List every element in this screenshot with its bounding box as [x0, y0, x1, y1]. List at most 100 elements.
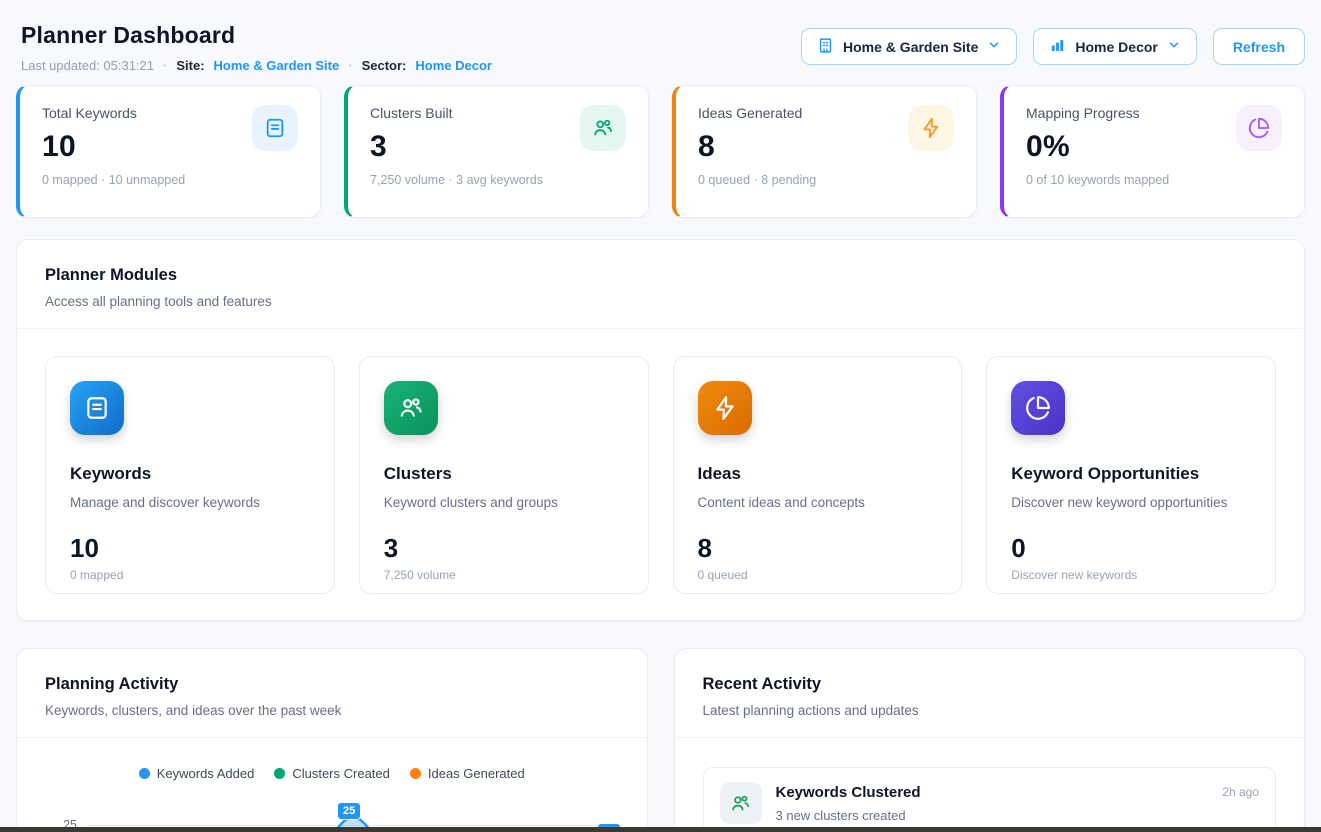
stat-caption: 7,250 volume · 3 avg keywords: [370, 173, 544, 187]
divider: [17, 737, 647, 738]
stat-card-clusters-built: Clusters Built 3 7,250 volume · 3 avg ke…: [344, 85, 649, 218]
activity-item-title: Keywords Clustered: [775, 784, 921, 801]
last-updated-text: Last updated: 05:31:21: [21, 58, 155, 73]
stat-value: 3: [370, 130, 387, 163]
zap-icon: [908, 105, 954, 151]
stat-label: Total Keywords: [42, 105, 137, 121]
module-description: Discover new keyword opportunities: [1011, 495, 1228, 510]
screenshot-bottom-strip: [0, 827, 1321, 832]
recent-activity-subtitle: Latest planning actions and updates: [702, 703, 919, 718]
legend-item-clusters-created[interactable]: Clusters Created: [274, 766, 390, 781]
stat-card-mapping-progress: Mapping Progress 0% 0 of 10 keywords map…: [1000, 85, 1305, 218]
stat-caption: 0 queued · 8 pending: [698, 173, 817, 187]
module-value: 3: [383, 533, 399, 563]
planner-modules-panel: Planner Modules Access all planning tool…: [16, 239, 1305, 621]
module-value: 8: [697, 533, 712, 563]
module-caption: Discover new keywords: [1011, 568, 1138, 582]
header-controls: Home & Garden Site Home Decor Refresh: [801, 28, 1305, 65]
page-title: Planner Dashboard: [21, 22, 236, 48]
zap-icon: [697, 381, 752, 435]
module-card-keywords[interactable]: Keywords Manage and discover keywords 10…: [45, 356, 335, 594]
bar-chart-icon: [1049, 37, 1066, 57]
sector-label: Sector:: [361, 58, 407, 73]
module-title: Ideas: [697, 464, 741, 483]
module-description: Keyword clusters and groups: [383, 495, 558, 510]
header-titles: Planner Dashboard Last updated: 05:31:21…: [16, 22, 492, 73]
modules-title: Planner Modules: [45, 266, 178, 284]
sector-selector-dropdown[interactable]: Home Decor: [1033, 28, 1197, 65]
refresh-button[interactable]: Refresh: [1212, 28, 1305, 65]
module-description: Content ideas and concepts: [697, 495, 865, 510]
stats-row: Total Keywords 10 0 mapped · 10 unmapped…: [16, 85, 1305, 218]
sector-selector-value: Home Decor: [1075, 38, 1158, 55]
module-card-keyword-opportunities[interactable]: Keyword Opportunities Discover new keywo…: [986, 356, 1276, 594]
divider: [674, 737, 1304, 738]
meta-separator: ·: [348, 58, 353, 73]
modules-subtitle: Access all planning tools and features: [45, 294, 272, 309]
stat-caption: 0 mapped · 10 unmapped: [42, 173, 186, 187]
stat-label: Mapping Progress: [1026, 105, 1140, 121]
activity-list-item: Keywords Clustered 3 new clusters create…: [702, 767, 1276, 832]
chevron-down-icon: [987, 38, 1001, 55]
planning-activity-title: Planning Activity: [45, 675, 179, 693]
file-text-icon: [70, 381, 124, 435]
stat-value: 8: [698, 130, 715, 163]
legend-dot: [138, 768, 150, 779]
module-caption: 7,250 volume: [383, 568, 456, 582]
page-header: Planner Dashboard Last updated: 05:31:21…: [16, 22, 1305, 73]
legend-label: Ideas Generated: [427, 766, 525, 781]
chart-legend: Keywords Added Clusters Created Ideas Ge…: [45, 766, 619, 781]
sector-link[interactable]: Home Decor: [415, 58, 492, 73]
recent-activity-title: Recent Activity: [702, 675, 822, 693]
legend-item-ideas-generated[interactable]: Ideas Generated: [409, 766, 525, 781]
site-label: Site:: [176, 58, 205, 73]
module-card-ideas[interactable]: Ideas Content ideas and concepts 8 0 que…: [672, 356, 963, 594]
file-text-icon: [252, 105, 298, 151]
legend-dot: [274, 768, 286, 779]
users-icon: [383, 381, 438, 435]
site-selector-dropdown[interactable]: Home & Garden Site: [801, 28, 1018, 65]
module-caption: 0 mapped: [70, 568, 124, 582]
recent-activity-panel: Recent Activity Latest planning actions …: [673, 648, 1305, 832]
users-icon: [719, 782, 762, 824]
gridline: [87, 825, 617, 826]
stat-value: 0%: [1026, 130, 1070, 163]
legend-label: Clusters Created: [292, 766, 390, 781]
pie-chart-icon: [1011, 381, 1066, 435]
chevron-down-icon: [1167, 38, 1181, 55]
module-value: 0: [1011, 533, 1026, 563]
stat-label: Ideas Generated: [698, 105, 803, 121]
stat-value: 10: [42, 130, 76, 163]
stat-caption: 0 of 10 keywords mapped: [1026, 173, 1170, 187]
pie-chart-icon: [1236, 105, 1282, 151]
module-title: Clusters: [383, 464, 452, 483]
legend-dot: [409, 768, 421, 779]
stat-card-ideas-generated: Ideas Generated 8 0 queued · 8 pending: [672, 85, 977, 218]
legend-item-keywords-added[interactable]: Keywords Added: [138, 766, 255, 781]
planning-activity-panel: Planning Activity Keywords, clusters, an…: [16, 648, 648, 832]
stat-label: Clusters Built: [370, 105, 453, 121]
modules-grid: Keywords Manage and discover keywords 10…: [45, 356, 1276, 594]
activity-item-body: Keywords Clustered 3 new clusters create…: [776, 782, 1209, 823]
stat-card-total-keywords: Total Keywords 10 0 mapped · 10 unmapped: [16, 85, 321, 218]
site-link[interactable]: Home & Garden Site: [213, 58, 340, 73]
activity-item-description: 3 new clusters created: [775, 808, 906, 823]
module-caption: 0 queued: [697, 568, 748, 582]
site-selector-value: Home & Garden Site: [843, 38, 979, 55]
meta-separator: ·: [163, 58, 168, 73]
users-icon: [580, 105, 626, 151]
bottom-row: Planning Activity Keywords, clusters, an…: [16, 648, 1305, 832]
planning-activity-subtitle: Keywords, clusters, and ideas over the p…: [45, 703, 342, 718]
data-label-badge: 25: [338, 803, 361, 819]
header-meta: Last updated: 05:31:21 · Site: Home & Ga…: [21, 58, 492, 73]
divider: [17, 328, 1304, 329]
module-title: Keyword Opportunities: [1011, 464, 1200, 483]
module-description: Manage and discover keywords: [70, 495, 260, 510]
module-title: Keywords: [70, 464, 152, 483]
building-icon: [817, 37, 834, 57]
module-card-clusters[interactable]: Clusters Keyword clusters and groups 3 7…: [358, 356, 649, 594]
activity-item-timestamp: 2h ago: [1222, 785, 1259, 799]
module-value: 10: [70, 533, 99, 563]
legend-label: Keywords Added: [156, 766, 255, 781]
